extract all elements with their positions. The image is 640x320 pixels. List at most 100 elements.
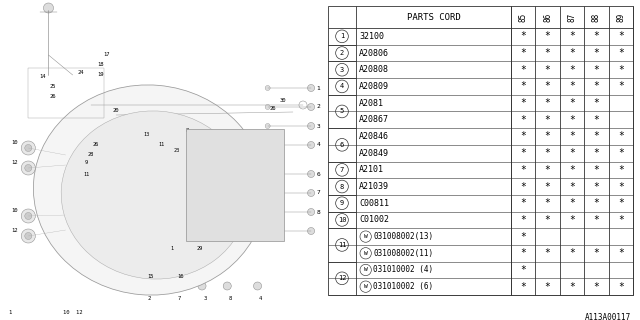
Text: 26: 26	[269, 106, 276, 110]
Circle shape	[308, 228, 315, 235]
Text: *: *	[593, 282, 599, 292]
Text: *: *	[569, 65, 575, 75]
Text: 86: 86	[543, 12, 552, 22]
Circle shape	[25, 233, 32, 239]
Text: 16: 16	[177, 275, 184, 279]
Text: *: *	[545, 148, 550, 158]
Text: *: *	[618, 282, 624, 292]
Text: *: *	[545, 165, 550, 175]
Text: 12: 12	[338, 275, 346, 281]
Text: *: *	[520, 132, 526, 141]
Text: *: *	[520, 65, 526, 75]
Text: 26: 26	[49, 93, 56, 99]
Text: 29: 29	[197, 245, 203, 251]
Text: *: *	[520, 81, 526, 92]
Text: A20806: A20806	[359, 49, 389, 58]
Text: 2: 2	[340, 50, 344, 56]
Circle shape	[335, 213, 348, 226]
Text: 1: 1	[316, 85, 320, 91]
Text: *: *	[545, 282, 550, 292]
Text: *: *	[569, 98, 575, 108]
Text: *: *	[545, 31, 550, 41]
Text: *: *	[520, 148, 526, 158]
Text: *: *	[545, 198, 550, 208]
Text: *: *	[618, 81, 624, 92]
Text: *: *	[593, 115, 599, 125]
Text: 27: 27	[234, 167, 241, 172]
Text: 15: 15	[147, 275, 154, 279]
Text: 7: 7	[316, 190, 320, 196]
Text: 031008002(13): 031008002(13)	[373, 232, 433, 241]
Text: *: *	[520, 181, 526, 192]
Text: 10: 10	[11, 209, 17, 213]
Circle shape	[161, 267, 172, 277]
Circle shape	[335, 105, 348, 118]
Text: *: *	[618, 148, 624, 158]
Circle shape	[21, 229, 35, 243]
Text: W: W	[364, 251, 367, 256]
Text: 32100: 32100	[359, 32, 384, 41]
Text: W: W	[364, 234, 367, 239]
Text: W: W	[364, 284, 367, 289]
Text: *: *	[618, 132, 624, 141]
Text: *: *	[520, 232, 526, 242]
Text: *: *	[593, 31, 599, 41]
Circle shape	[265, 142, 270, 148]
Text: 1: 1	[340, 33, 344, 39]
Text: *: *	[569, 248, 575, 258]
Circle shape	[223, 282, 231, 290]
Text: A20849: A20849	[359, 149, 389, 158]
Circle shape	[335, 197, 348, 210]
Text: 28: 28	[88, 153, 94, 157]
Circle shape	[360, 231, 371, 242]
Text: *: *	[520, 165, 526, 175]
Ellipse shape	[33, 85, 266, 295]
Text: *: *	[593, 248, 599, 258]
Circle shape	[25, 145, 32, 151]
Text: 11: 11	[338, 242, 346, 248]
Circle shape	[21, 141, 35, 155]
Text: *: *	[618, 31, 624, 41]
Circle shape	[308, 103, 315, 110]
Text: 1: 1	[170, 245, 173, 251]
Circle shape	[265, 124, 270, 129]
Text: 88: 88	[592, 12, 601, 22]
Text: *: *	[545, 98, 550, 108]
Circle shape	[253, 282, 262, 290]
Text: *: *	[593, 165, 599, 175]
Circle shape	[299, 101, 307, 109]
Text: A21039: A21039	[359, 182, 389, 191]
Text: *: *	[569, 165, 575, 175]
Circle shape	[335, 164, 348, 176]
Text: 11: 11	[159, 142, 164, 148]
Text: 12: 12	[11, 161, 17, 165]
Circle shape	[21, 161, 35, 175]
Text: C01002: C01002	[359, 215, 389, 224]
Circle shape	[265, 105, 270, 109]
Text: *: *	[593, 65, 599, 75]
Text: *: *	[569, 48, 575, 58]
Text: *: *	[520, 265, 526, 275]
Text: 25: 25	[49, 84, 56, 89]
Text: 85: 85	[518, 12, 528, 22]
Text: *: *	[593, 98, 599, 108]
Text: 9: 9	[84, 161, 88, 165]
Text: 3: 3	[204, 295, 207, 300]
Text: *: *	[569, 282, 575, 292]
Text: *: *	[520, 115, 526, 125]
Text: *: *	[520, 282, 526, 292]
Text: *: *	[593, 215, 599, 225]
Text: 26: 26	[93, 142, 99, 148]
Text: 5: 5	[340, 108, 344, 115]
Text: *: *	[569, 215, 575, 225]
Circle shape	[308, 84, 315, 92]
Circle shape	[335, 180, 348, 193]
Text: 4: 4	[340, 84, 344, 89]
Circle shape	[335, 63, 348, 76]
Text: 13: 13	[143, 132, 150, 138]
Text: 10: 10	[11, 140, 17, 146]
Text: 2: 2	[148, 295, 151, 300]
Text: 031010002 (4): 031010002 (4)	[373, 266, 433, 275]
Text: 5: 5	[216, 188, 219, 193]
Text: *: *	[520, 215, 526, 225]
